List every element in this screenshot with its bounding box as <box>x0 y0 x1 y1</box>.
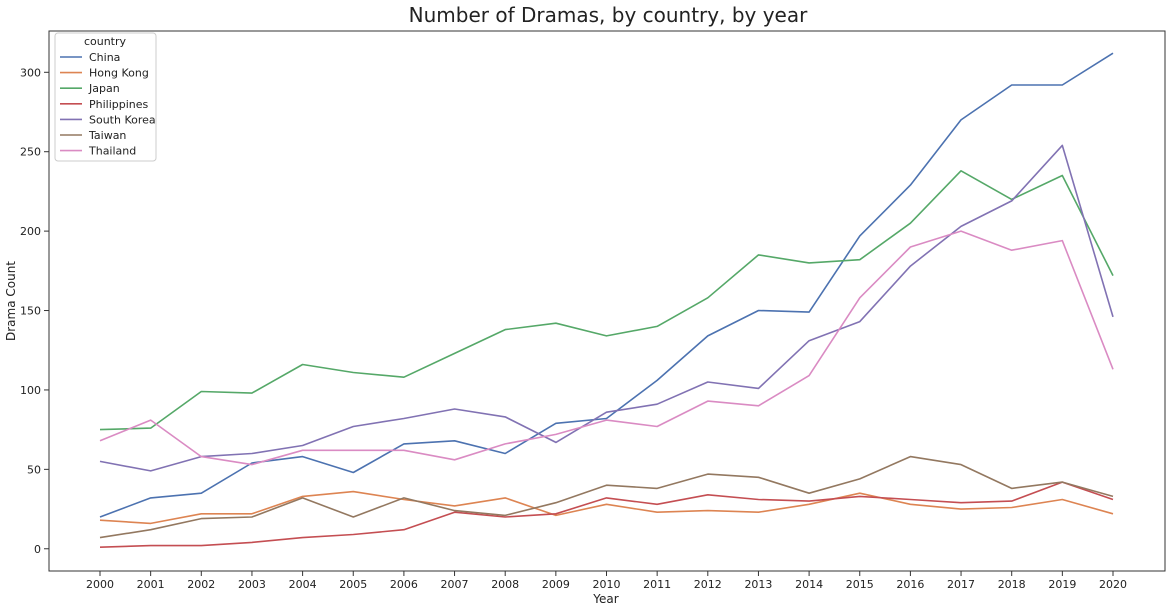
x-tick-label: 2013 <box>744 578 772 591</box>
legend-label-philippines: Philippines <box>89 98 149 111</box>
x-tick-label: 2014 <box>795 578 823 591</box>
x-tick-label: 2010 <box>593 578 621 591</box>
y-tick-label: 50 <box>27 463 41 476</box>
x-tick-label: 2005 <box>339 578 367 591</box>
series-line-hong-kong <box>99 490 1114 525</box>
x-tick-label: 2004 <box>289 578 317 591</box>
x-tick-label: 2002 <box>187 578 215 591</box>
x-tick-label: 2007 <box>441 578 469 591</box>
x-tick-label: 2020 <box>1099 578 1127 591</box>
x-tick-label: 2003 <box>238 578 266 591</box>
y-tick-label: 250 <box>20 146 41 159</box>
series-line-philippines <box>99 481 1114 548</box>
x-tick-label: 2015 <box>846 578 874 591</box>
x-tick-label: 2018 <box>998 578 1026 591</box>
series-line-china <box>99 52 1114 518</box>
x-tick-label: 2012 <box>694 578 722 591</box>
y-tick-label: 200 <box>20 225 41 238</box>
x-tick-label: 2019 <box>1048 578 1076 591</box>
legend-box <box>54 32 157 162</box>
legend-title: country <box>84 35 127 48</box>
y-tick-label: 100 <box>20 384 41 397</box>
legend-label-china: China <box>89 51 120 64</box>
x-tick-label: 2011 <box>643 578 671 591</box>
series-line-taiwan <box>99 455 1114 539</box>
series-line-south-korea <box>99 144 1114 472</box>
x-tick-label: 2008 <box>491 578 519 591</box>
x-tick-label: 2006 <box>390 578 418 591</box>
x-tick-label: 2017 <box>947 578 975 591</box>
x-tick-label: 2016 <box>896 578 924 591</box>
y-tick-label: 150 <box>20 305 41 318</box>
series-line-thailand <box>99 230 1114 466</box>
series-lines <box>99 52 1114 548</box>
plot-area <box>48 30 1166 572</box>
y-axis: 0 50 100 150 200 250 300 <box>20 66 49 556</box>
x-tick-label: 2000 <box>86 578 114 591</box>
legend-label-thailand: Thailand <box>88 145 136 158</box>
legend-label-taiwan: Taiwan <box>88 129 126 142</box>
series-line-japan <box>99 170 1114 431</box>
x-axis: 2000 2001 2002 2003 2004 2005 2006 2007 2008 2009… <box>86 571 1127 591</box>
x-tick-label: 2001 <box>137 578 165 591</box>
chart-title: Number of Dramas, by country, by year <box>409 3 808 27</box>
y-axis-label: Drama Count <box>4 261 18 341</box>
legend-label-south-korea: South Korea <box>89 113 156 126</box>
x-axis-label: Year <box>592 592 618 606</box>
legend: country China Hong Kong Japan Philippines So… <box>54 32 157 162</box>
x-tick-label: 2009 <box>542 578 570 591</box>
legend-label-japan: Japan <box>88 82 120 95</box>
y-tick-label: 300 <box>20 66 41 79</box>
y-tick-label: 0 <box>34 543 41 556</box>
legend-label-hong-kong: Hong Kong <box>89 67 149 80</box>
